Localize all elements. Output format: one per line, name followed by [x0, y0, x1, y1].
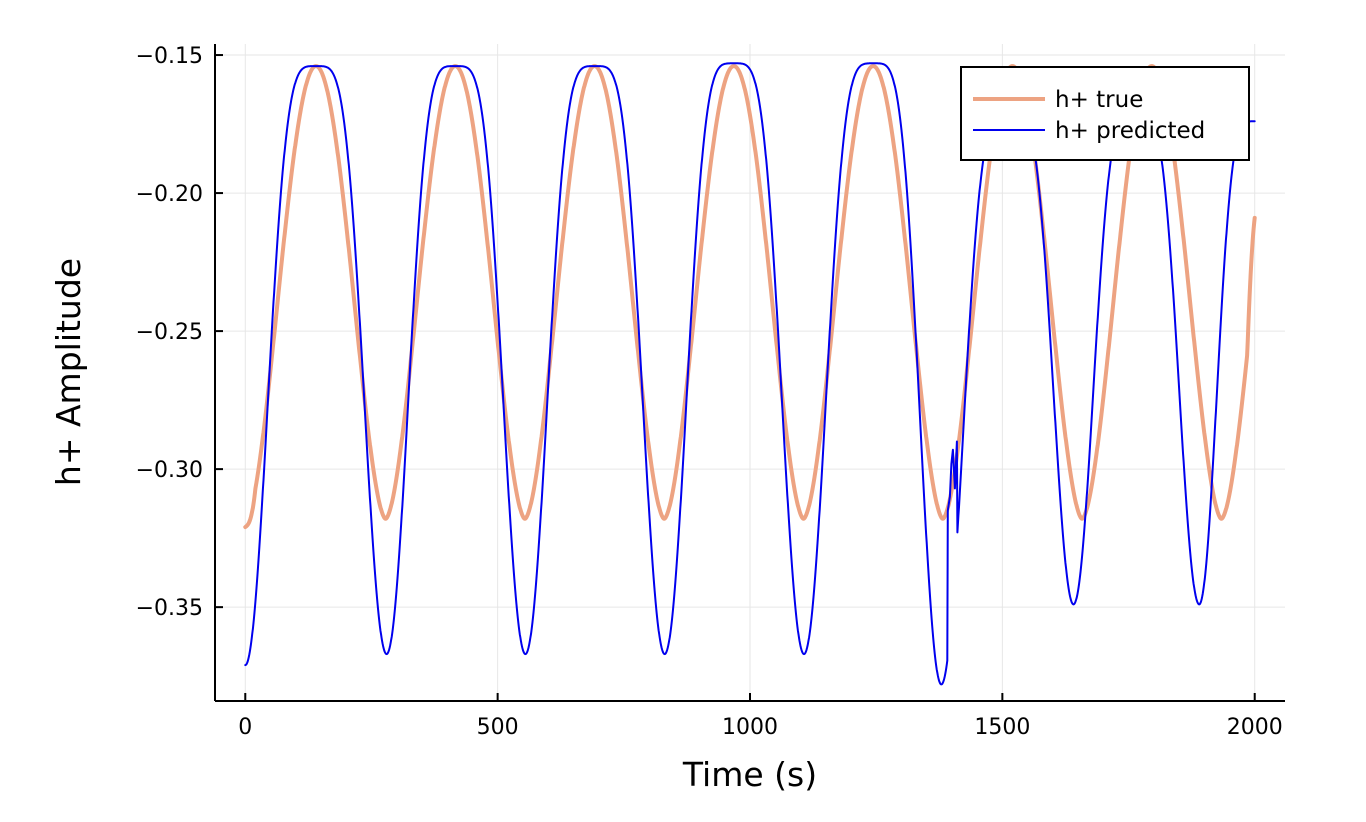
series-layer	[243, 62, 1257, 686]
legend-box	[960, 66, 1250, 161]
x-tick-label: 1500	[974, 715, 1030, 740]
series-line-h-plus-predicted	[244, 62, 1256, 686]
x-tick-label: 1000	[722, 715, 778, 740]
legend-label-h-plus-true: h+ true	[1055, 87, 1143, 113]
x-axis-label: Time (s)	[682, 755, 817, 794]
x-tick-label: 500	[477, 715, 519, 740]
legend-label-h-plus-predicted: h+ predicted	[1055, 118, 1205, 144]
y-ticks: −0.35 −0.30 −0.25 −0.20 −0.15	[136, 44, 223, 621]
x-tick-label: 2000	[1227, 715, 1283, 740]
y-tick-label: −0.25	[136, 320, 203, 345]
x-ticks: 0 500 1000 1500 2000	[238, 693, 1283, 740]
legend: h+ true h+ predicted	[960, 66, 1250, 161]
y-tick-label: −0.30	[136, 458, 203, 483]
grid	[215, 44, 1285, 701]
y-tick-label: −0.15	[136, 44, 203, 69]
y-tick-label: −0.35	[136, 596, 203, 621]
y-tick-label: −0.20	[136, 182, 203, 207]
y-axis-label: h+ Amplitude	[49, 258, 88, 486]
x-tick-label: 0	[238, 715, 252, 740]
